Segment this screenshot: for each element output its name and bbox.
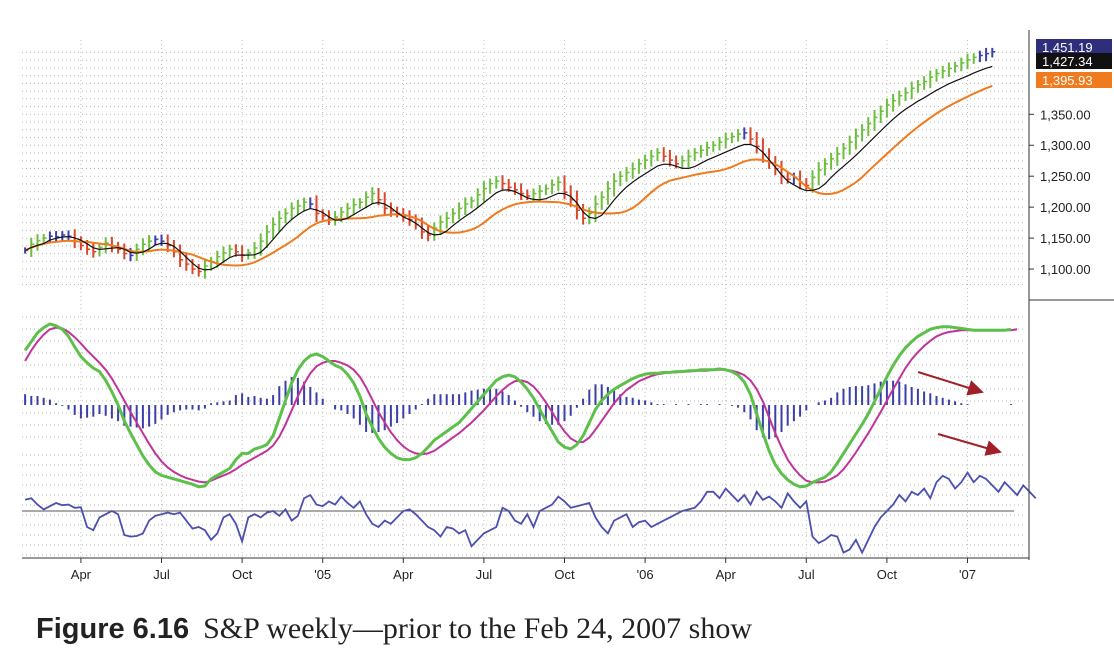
annotation-arrow: [917, 371, 984, 396]
figure-caption: Figure 6.16 S&P weekly—prior to the Feb 2…: [36, 612, 752, 646]
ma-fast-line: [24, 65, 993, 271]
time-tick-label: Oct: [877, 567, 898, 582]
value-label: 1,427.34: [1042, 54, 1093, 69]
time-tick-label: Oct: [232, 567, 253, 582]
price-tick-label: 1,100.00: [1040, 262, 1091, 277]
time-tick-label: Jul: [476, 567, 493, 582]
momentum-line: [24, 470, 1037, 555]
momentum-panel: [22, 433, 1037, 555]
time-tick-label: Apr: [71, 567, 92, 582]
time-tick-label: Oct: [554, 567, 575, 582]
annotation-arrow: [937, 433, 1002, 456]
time-tick-label: '05: [314, 567, 331, 582]
price-tick-label: 1,350.00: [1040, 107, 1091, 122]
oscillator-main-line: [23, 322, 1012, 489]
price-tick-label: 1,200.00: [1040, 200, 1091, 215]
price-tick-label: 1,250.00: [1040, 169, 1091, 184]
axes: 1,100.00 1,150.00 1,200.00 1,250.00 1,300.00…: [22, 30, 1114, 582]
ma-slow-line: [24, 84, 993, 267]
time-tick-label: Apr: [716, 567, 737, 582]
time-tick-label: '06: [637, 567, 654, 582]
time-tick-label: '07: [959, 567, 976, 582]
value-label-box: [1036, 53, 1112, 69]
value-label-box: [1036, 39, 1112, 55]
moving-averages: [24, 65, 993, 271]
chart-svg: 1,100.00 1,150.00 1,200.00 1,250.00 1,300.00…: [22, 30, 1114, 582]
time-tick-label: Apr: [393, 567, 414, 582]
price-bars: [24, 47, 996, 279]
caption-text: S&P weekly—prior to the Feb 24, 2007 sho…: [203, 612, 752, 645]
value-label: 1,395.93: [1042, 73, 1093, 88]
grid: [22, 40, 1026, 558]
price-tick-label: 1,300.00: [1040, 138, 1091, 153]
time-tick-label: Jul: [153, 567, 170, 582]
oscillator-panel: [23, 322, 1018, 489]
price-tick-label: 1,150.00: [1040, 231, 1091, 246]
price-labels: 1,451.191,427.34 1,395.93: [1036, 39, 1112, 88]
value-label-box: [1036, 72, 1112, 88]
figure-number: Figure 6.16: [36, 613, 190, 645]
value-label: 1,451.19: [1042, 40, 1093, 55]
time-tick-label: Jul: [798, 567, 815, 582]
